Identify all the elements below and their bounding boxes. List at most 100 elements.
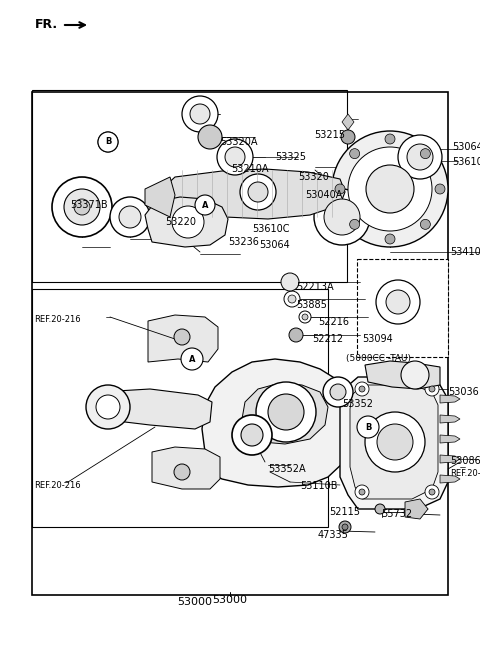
Circle shape [64,189,100,225]
Bar [357,259,448,357]
Circle shape [190,104,210,124]
Text: 52212: 52212 [312,334,343,344]
Polygon shape [342,114,354,130]
Circle shape [359,489,365,495]
Circle shape [398,135,442,179]
Text: 52115: 52115 [329,507,360,517]
Text: 53885: 53885 [296,300,327,310]
Polygon shape [440,475,460,483]
Text: 53064: 53064 [259,240,290,250]
Circle shape [348,147,432,231]
Polygon shape [145,197,228,247]
Circle shape [256,382,316,442]
Text: A: A [202,200,208,210]
Circle shape [98,132,118,152]
Circle shape [241,424,263,446]
Text: 53064: 53064 [452,142,480,152]
Text: 53215: 53215 [314,130,346,140]
Text: B: B [365,422,371,432]
Text: 52213A: 52213A [296,282,334,292]
Circle shape [429,386,435,392]
Circle shape [289,328,303,342]
Text: 53236: 53236 [228,237,259,247]
Polygon shape [202,359,354,487]
Text: 53352A: 53352A [268,464,306,474]
Circle shape [376,280,420,324]
Text: 53000: 53000 [213,595,248,605]
Polygon shape [162,169,345,219]
Text: B: B [105,137,111,147]
Circle shape [330,384,346,400]
Circle shape [401,361,429,389]
Circle shape [425,382,439,396]
Circle shape [435,184,445,194]
Polygon shape [32,92,448,595]
Text: 53210A: 53210A [231,164,269,174]
Circle shape [385,134,395,144]
Circle shape [342,524,348,530]
Polygon shape [440,455,460,463]
Circle shape [355,382,369,396]
Polygon shape [100,389,212,429]
Circle shape [96,395,120,419]
Circle shape [339,521,351,533]
Circle shape [385,234,395,244]
Circle shape [119,206,141,228]
Text: FR.: FR. [35,18,58,32]
Polygon shape [152,447,220,489]
Circle shape [420,148,431,158]
Circle shape [288,295,296,303]
Circle shape [217,139,253,175]
Circle shape [182,96,218,132]
Circle shape [74,199,90,215]
Text: 53094: 53094 [362,334,394,344]
Text: 53220: 53220 [165,217,196,227]
Circle shape [386,290,410,314]
Text: 53610C: 53610C [452,157,480,167]
Circle shape [110,197,150,237]
Circle shape [195,195,215,215]
Circle shape [375,504,385,514]
Circle shape [335,184,345,194]
Circle shape [172,206,204,238]
Circle shape [349,219,360,229]
Circle shape [248,182,268,202]
Text: REF.20-216: REF.20-216 [34,480,81,489]
Circle shape [174,464,190,480]
Polygon shape [148,315,218,362]
Circle shape [181,348,203,370]
Polygon shape [350,385,438,499]
Circle shape [225,147,245,167]
Circle shape [98,132,118,152]
Circle shape [366,165,414,213]
Text: 47335: 47335 [317,530,348,540]
Text: 53352: 53352 [342,399,373,409]
Text: 53325: 53325 [275,152,306,162]
Text: 53320: 53320 [298,172,329,182]
Text: A: A [189,355,195,363]
Circle shape [425,485,439,499]
Polygon shape [145,177,175,217]
Text: 53371B: 53371B [70,200,108,210]
Text: 53040A: 53040A [305,190,342,200]
Polygon shape [365,361,440,389]
Circle shape [332,131,448,247]
Text: REF.20-218: REF.20-218 [450,470,480,478]
Circle shape [341,130,355,144]
Circle shape [299,311,311,323]
Text: 53110B: 53110B [300,481,337,491]
Circle shape [429,489,435,495]
Circle shape [240,174,276,210]
Polygon shape [242,383,328,444]
Circle shape [52,177,112,237]
Text: 53086: 53086 [450,456,480,466]
Polygon shape [340,377,448,509]
Text: 53000: 53000 [178,597,213,607]
Polygon shape [440,395,460,403]
Circle shape [357,416,379,438]
Text: REF.20-216: REF.20-216 [34,315,81,325]
Circle shape [198,125,222,149]
Text: 53320A: 53320A [220,137,257,147]
Circle shape [377,424,413,460]
Polygon shape [440,415,460,423]
